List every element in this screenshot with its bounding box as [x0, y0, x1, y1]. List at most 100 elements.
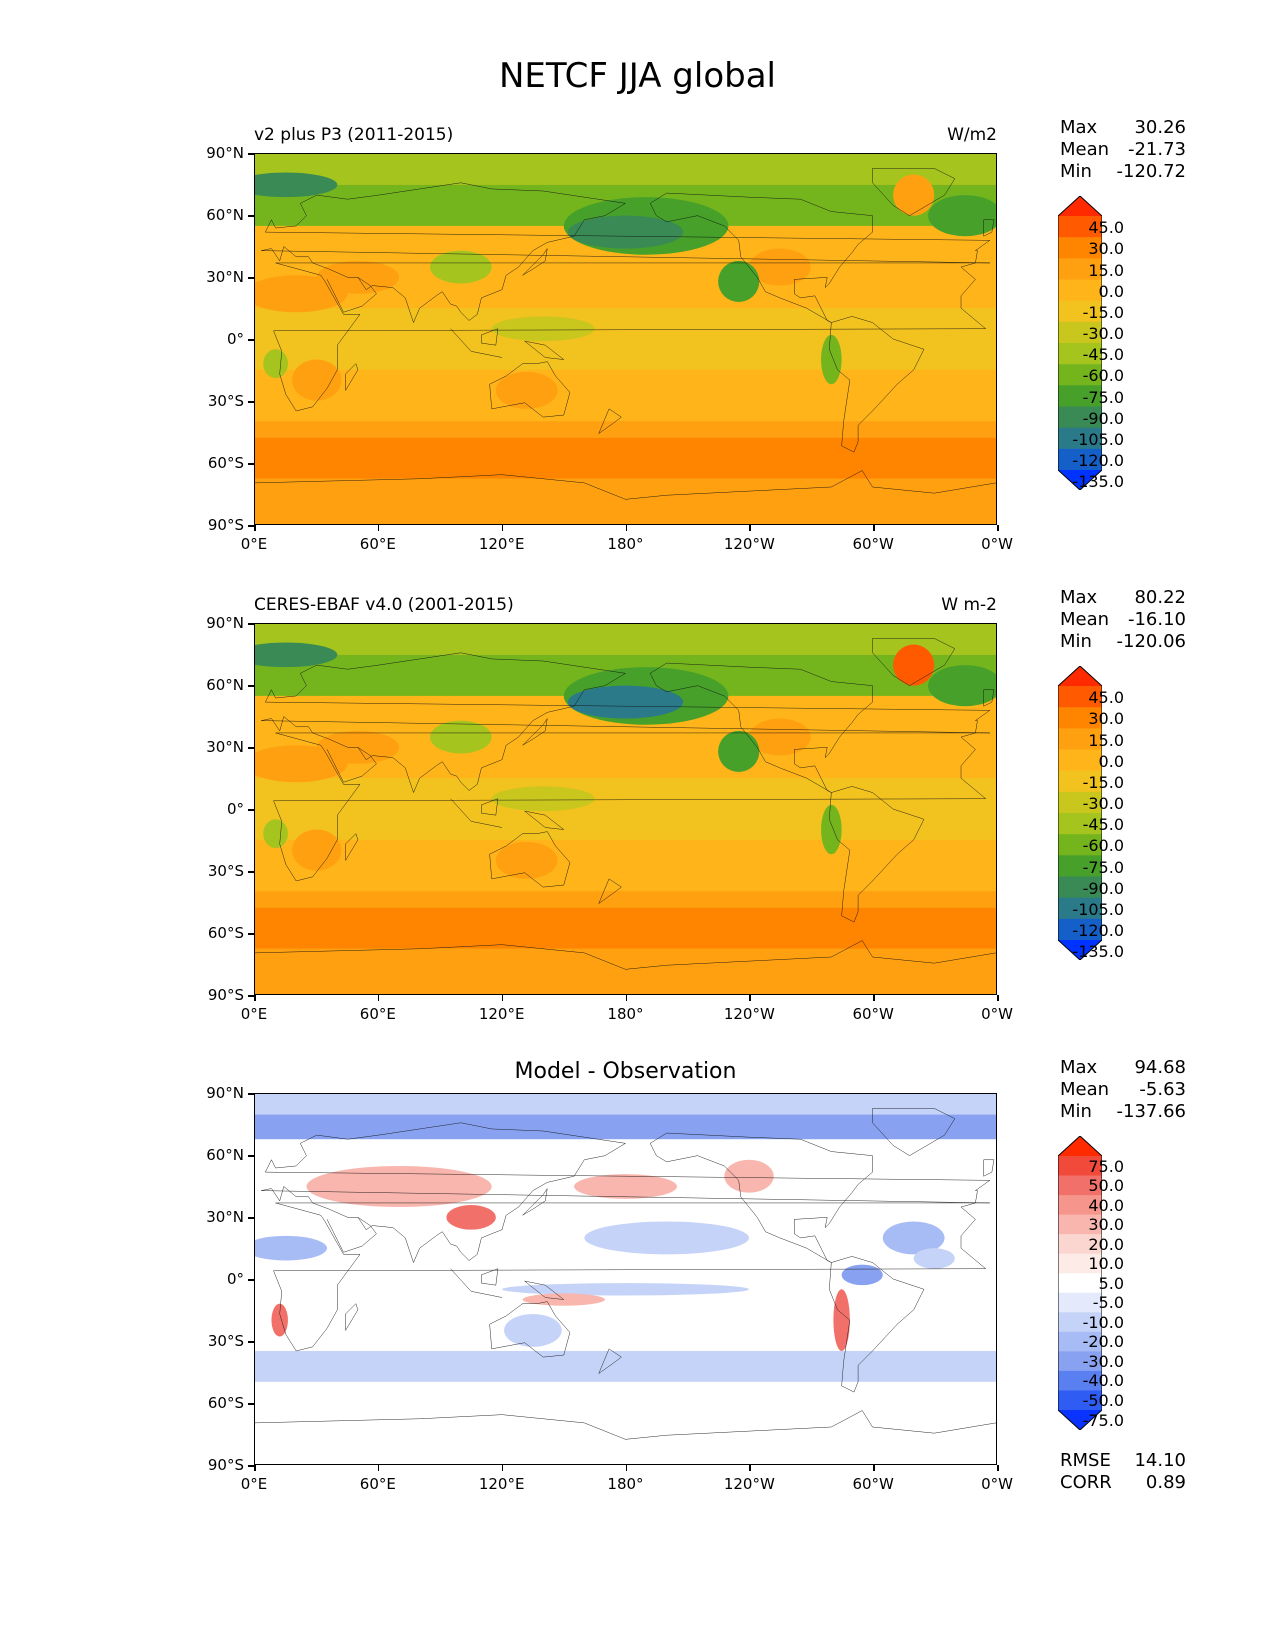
- colorbar-swatch: [1058, 666, 1102, 686]
- lat-tick-label: 30°N: [206, 1208, 244, 1226]
- colorbar-tick-label: -105.0: [1072, 429, 1124, 449]
- coastline: [451, 329, 502, 358]
- lat-tick-label: 90°N: [206, 614, 244, 632]
- field-anomaly: [833, 1289, 850, 1351]
- lat-tick-mark: [248, 1093, 254, 1095]
- stats-min-label: Min: [1060, 161, 1092, 182]
- stats-max-label: Max: [1060, 1057, 1098, 1078]
- coastline: [490, 362, 570, 418]
- stats-mean-label: Mean: [1060, 139, 1110, 160]
- colorbar-tick-label: 45.0: [1088, 218, 1124, 238]
- coastline: [451, 1269, 502, 1298]
- coastline: [274, 1203, 986, 1351]
- lon-tick-mark: [501, 995, 504, 1001]
- corr-value: 0.89: [1145, 1472, 1186, 1493]
- rmse-value: 14.10: [1134, 1450, 1186, 1471]
- colorbar-swatch: [1058, 237, 1102, 259]
- colorbar-swatch: [1058, 406, 1102, 429]
- map-plot: [254, 623, 997, 995]
- field-anomaly: [491, 316, 595, 342]
- field-anomaly: [504, 1313, 562, 1347]
- field-anomaly: [292, 829, 342, 871]
- rmse-label: RMSE: [1060, 1450, 1111, 1471]
- lon-tick-label: 120°W: [723, 1475, 775, 1493]
- colorbar-svg: [1058, 196, 1102, 490]
- stats-block: Max 30.26 Mean -21.73 Min -120.72: [1060, 117, 1186, 183]
- coastline: [599, 1349, 622, 1374]
- coastline: [599, 879, 622, 904]
- panel-units: W m-2: [941, 595, 997, 615]
- lon-tick-label: 120°E: [478, 535, 525, 553]
- colorbar-svg: [1058, 666, 1102, 960]
- field-region: [255, 839, 996, 892]
- map-plot: [254, 1093, 997, 1465]
- colorbar-swatch: [1058, 855, 1102, 877]
- coastline: [829, 316, 924, 452]
- colorbar-tick-label: -30.0: [1082, 324, 1124, 343]
- field-region: [255, 369, 996, 422]
- coastline: [274, 263, 986, 411]
- lat-tick-mark: [248, 463, 254, 465]
- stats-mean-label: Mean: [1060, 609, 1110, 630]
- coastline: [255, 1411, 996, 1440]
- field-anomaly: [567, 215, 684, 249]
- coastline: [346, 1304, 358, 1331]
- colorbar-tick-label: 0.0: [1098, 751, 1124, 771]
- colorbar-swatch: [1058, 1253, 1102, 1274]
- coastline: [984, 220, 994, 236]
- colorbar-swatch: [1058, 1331, 1102, 1352]
- colorbar-swatch: [1058, 1175, 1102, 1196]
- stats-min-value: -120.06: [1116, 631, 1186, 652]
- coastline: [346, 834, 358, 861]
- field-anomaly: [429, 250, 492, 284]
- colorbar-tick-label: 0.0: [1098, 281, 1124, 301]
- lat-tick-label: 30°N: [206, 738, 244, 756]
- lon-tick-mark: [625, 525, 627, 531]
- colorbar-tick-label: -120.0: [1072, 921, 1124, 940]
- coastline: [327, 277, 376, 312]
- lon-tick-label: 120°W: [723, 1005, 775, 1023]
- colorbar-tick-label: -75.0: [1082, 1410, 1124, 1430]
- colorbar-swatch: [1058, 196, 1102, 216]
- field-anomaly: [495, 841, 558, 879]
- lat-tick-label: 60°S: [207, 924, 244, 942]
- colorbar-swatch: [1058, 470, 1102, 490]
- colorbar-swatch: [1058, 918, 1102, 941]
- coastline: [599, 409, 622, 434]
- lat-tick-label: 90°N: [206, 144, 244, 162]
- lat-tick-label: 60°N: [206, 676, 244, 694]
- corr-label: CORR: [1060, 1472, 1112, 1493]
- lon-tick-mark: [254, 995, 256, 1001]
- lat-tick-mark: [248, 1155, 254, 1157]
- stats-max-label: Max: [1060, 587, 1098, 608]
- coastline: [490, 1302, 570, 1358]
- field-region: [255, 891, 996, 908]
- stats-mean-value: -16.10: [1127, 609, 1186, 630]
- coastline: [984, 690, 994, 706]
- colorbar: 45.0 30.0 15.0 0.0 -15.0 -30.0 -45.0 -60.0 -75.0…: [1058, 666, 1124, 961]
- lat-tick-mark: [248, 1341, 254, 1343]
- coastline: [873, 638, 955, 685]
- colorbar-tick-label: -10.0: [1082, 1312, 1124, 1332]
- colorbar-swatch: [1058, 940, 1102, 960]
- lat-tick-mark: [248, 809, 254, 811]
- colorbar-tick-label: 30.0: [1088, 1215, 1124, 1235]
- coastline: [523, 719, 548, 746]
- colorbar-svg: [1058, 1136, 1102, 1430]
- lat-tick-label: 90°N: [206, 1084, 244, 1102]
- colorbar-tick-label: -40.0: [1082, 1371, 1124, 1391]
- colorbar-tick-label: 50.0: [1088, 1176, 1124, 1196]
- colorbar-swatch: [1058, 813, 1102, 835]
- colorbar-tick-label: 45.0: [1088, 688, 1124, 708]
- colorbar-swatch: [1058, 791, 1102, 814]
- colorbar-tick-label: -30.0: [1082, 794, 1124, 813]
- lon-tick-mark: [997, 525, 999, 531]
- panel-left-title: CERES-EBAF v4.0 (2001-2015): [254, 595, 514, 615]
- map-field-svg: [255, 1094, 996, 1464]
- field-anomaly: [255, 172, 338, 198]
- stats-block: Max 94.68 Mean -5.63 Min -137.66: [1060, 1057, 1186, 1123]
- lon-tick-mark: [873, 525, 875, 531]
- colorbar-swatch: [1058, 876, 1102, 899]
- stats-max-value: 94.68: [1134, 1057, 1186, 1078]
- coastline: [525, 1281, 564, 1300]
